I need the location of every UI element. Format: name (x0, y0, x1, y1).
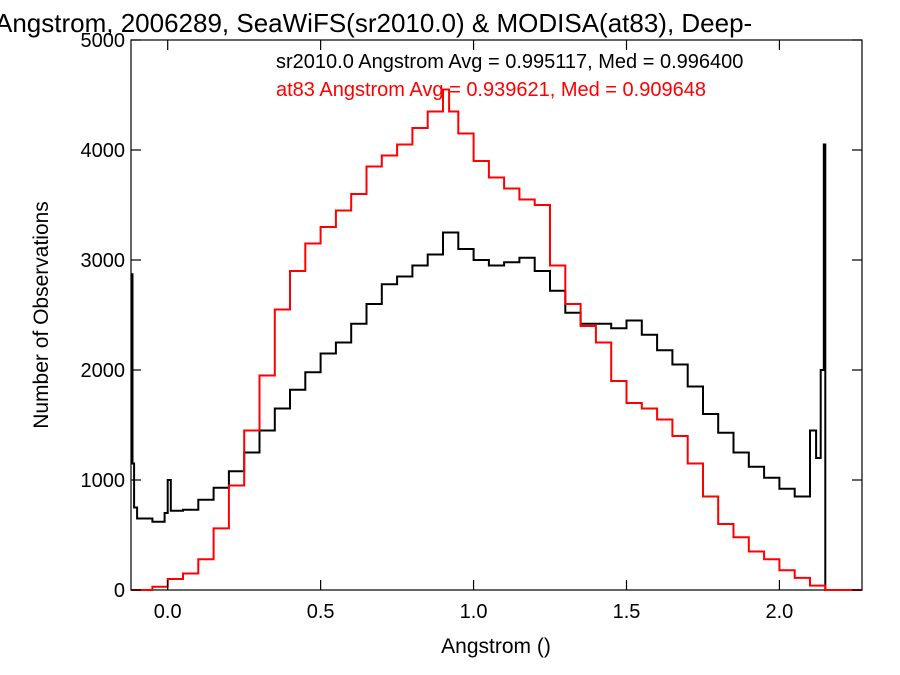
chart-title: Angstrom, 2006289, SeaWiFS(sr2010.0) & M… (0, 8, 752, 38)
x-tick-label: 1.0 (460, 601, 488, 623)
plot-frame (130, 39, 863, 591)
y-axis-ticks: 0 1000 2000 3000 4000 5000 (81, 30, 862, 602)
y-tick-label: 3000 (81, 250, 126, 272)
annotation-sr2010: sr2010.0 Angstrom Avg = 0.995117, Med = … (276, 51, 743, 73)
x-tick-label: 1.5 (613, 601, 641, 623)
y-tick-label: 5000 (81, 30, 126, 52)
y-tick-label: 4000 (81, 140, 126, 162)
x-axis-label: Angstrom () (441, 635, 551, 658)
y-axis-label: Number of Observations (30, 201, 53, 429)
annotation-at83: at83 Angstrom Avg = 0.939621, Med = 0.90… (276, 79, 706, 101)
x-axis-ticks: 0.0 0.5 1.0 1.5 2.0 (154, 40, 794, 623)
y-tick-label: 2000 (81, 360, 126, 382)
series-layer (131, 88, 862, 591)
series-line-at83 (131, 88, 862, 591)
x-tick-label: 2.0 (766, 601, 794, 623)
y-tick-label: 1000 (81, 470, 126, 492)
y-tick-label: 0 (114, 580, 125, 602)
series-line-sr2010.0 (131, 143, 862, 591)
plot-area (130, 39, 863, 591)
x-tick-label: 0.5 (307, 601, 335, 623)
x-tick-label: 0.0 (154, 601, 182, 623)
